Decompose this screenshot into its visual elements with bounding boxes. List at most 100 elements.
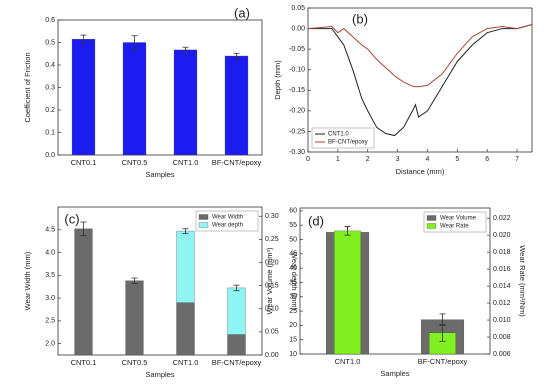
legend-swatch — [198, 214, 209, 220]
x-tick-label: CNT0.5 — [122, 158, 148, 167]
line — [308, 23, 533, 137]
y2-tick-label: 0.010 — [493, 317, 511, 324]
y-axis-label: Depth (mm) — [273, 60, 282, 100]
legend-label: CNT1.0 — [328, 132, 349, 138]
y-tick-label: 25 — [289, 308, 297, 315]
legend-label: Wear Rate — [440, 224, 469, 230]
y2-tick-label: 0.014 — [493, 283, 511, 290]
x-tick-label: 3 — [396, 156, 400, 163]
y-tick-label: 0.6 — [45, 17, 55, 24]
y-tick-label: 0.4 — [45, 62, 55, 69]
y-tick-label: -0.25 — [289, 128, 305, 135]
plot-frame — [307, 7, 533, 153]
y2-tick-label: 0.020 — [493, 232, 511, 239]
x-tick-label: 2 — [366, 156, 370, 163]
x-tick-label: CNT1.0 — [335, 357, 361, 366]
y-tick-label: 0.3 — [45, 84, 55, 91]
y2-tick-label: 0.25 — [265, 236, 279, 243]
bar — [224, 55, 249, 156]
legend-label: Wear Width — [212, 215, 243, 221]
legend-label: BF-CNT/epoxy — [328, 140, 368, 146]
x-tick-label: CNT0.1 — [71, 358, 97, 367]
y-tick-label: 40 — [289, 265, 297, 272]
x-tick-label: BF-CNT/epoxy — [212, 158, 262, 167]
legend-swatch — [426, 215, 437, 221]
y-tick-label: 55 — [289, 222, 297, 229]
bar — [334, 230, 361, 355]
bar — [74, 228, 93, 356]
y-axis-label: Wear Volume (mm³) — [265, 247, 274, 314]
y2-tick-label: 0.008 — [493, 334, 511, 341]
x-axis-label: Distance (mm) — [396, 167, 445, 176]
y-tick-label: 30 — [289, 294, 297, 301]
annotation: (c) — [64, 211, 79, 226]
y2-axis-label: Wear depth (mm) — [290, 252, 299, 311]
y2-tick-label: 0.15 — [265, 282, 279, 289]
legend-label: Wear depth — [212, 223, 243, 229]
y2-tick-label: 0.016 — [493, 266, 511, 273]
y-tick-label: -0.15 — [289, 87, 305, 94]
y-tick-label: 60 — [289, 208, 297, 215]
legend-swatch — [426, 223, 437, 229]
y-tick-label: 0.5 — [45, 39, 55, 46]
legend-box — [195, 210, 259, 232]
y-tick-label: 15 — [289, 337, 297, 344]
y2-tick-label: 0.30 — [265, 213, 279, 220]
legend-box — [423, 211, 487, 233]
bar — [176, 302, 195, 356]
x-tick-label: 6 — [485, 156, 489, 163]
y2-tick-label: 0.20 — [265, 259, 279, 266]
y2-tick-label: 0.006 — [493, 351, 511, 358]
y-tick-label: 0.2 — [45, 107, 55, 114]
bar — [125, 280, 144, 356]
bar — [173, 49, 198, 156]
y-tick-label: 50 — [289, 236, 297, 243]
y-tick-label: 35 — [289, 279, 297, 286]
x-tick-label: CNT0.5 — [122, 358, 148, 367]
y-axis-label: Coefficient of Friction — [23, 52, 32, 122]
x-axis-label: Samples — [145, 370, 174, 379]
legend-label: Wear Volume — [440, 216, 477, 222]
x-tick-label: CNT1.0 — [173, 158, 199, 167]
y-tick-label: 0.00 — [291, 25, 305, 32]
legend-swatch — [198, 222, 209, 228]
y-tick-label: -0.10 — [289, 67, 305, 74]
annotation: (a) — [234, 5, 250, 20]
bar — [71, 38, 96, 156]
y2-tick-label: 0.022 — [493, 215, 511, 222]
bar — [122, 42, 147, 156]
y-tick-label: 2.0 — [45, 340, 55, 347]
y-tick-label: 20 — [289, 322, 297, 329]
y2-tick-label: 0.012 — [493, 300, 511, 307]
y2-tick-label: 0.00 — [265, 352, 279, 359]
y-tick-label: -0.30 — [289, 149, 305, 156]
y-tick-label: -0.05 — [289, 46, 305, 53]
x-tick-label: CNT0.1 — [71, 158, 97, 167]
x-tick-label: 5 — [455, 156, 459, 163]
y-tick-label: -0.20 — [289, 108, 305, 115]
bar — [227, 334, 246, 356]
x-axis-label: Samples — [145, 170, 174, 179]
y-tick-label: 4.0 — [45, 249, 55, 256]
y-tick-label: 4.5 — [45, 227, 55, 234]
x-tick-label: CNT1.0 — [173, 358, 199, 367]
y-tick-label: 10 — [289, 351, 297, 358]
y-tick-label: 0.1 — [45, 129, 55, 136]
y2-axis-label: Wear Rate (mm³/Nm) — [518, 245, 527, 317]
annotation: (b) — [352, 11, 368, 26]
x-tick-label: BF-CNT/epoxy — [418, 357, 468, 366]
x-tick-label: 7 — [515, 156, 519, 163]
y2-tick-label: 0.05 — [265, 329, 279, 336]
legend-box — [311, 127, 375, 149]
y-tick-label: 2.5 — [45, 318, 55, 325]
y-tick-label: 0.05 — [291, 5, 305, 12]
y2-tick-label: 0.018 — [493, 249, 511, 256]
y-axis-label: Wear Width (mm) — [23, 251, 32, 310]
annotation: (d) — [308, 213, 324, 228]
y-tick-label: 3.5 — [45, 272, 55, 279]
x-tick-label: BF-CNT/epoxy — [212, 358, 262, 367]
x-tick-label: 4 — [426, 156, 430, 163]
line — [307, 23, 533, 88]
y2-tick-label: 0.10 — [265, 306, 279, 313]
